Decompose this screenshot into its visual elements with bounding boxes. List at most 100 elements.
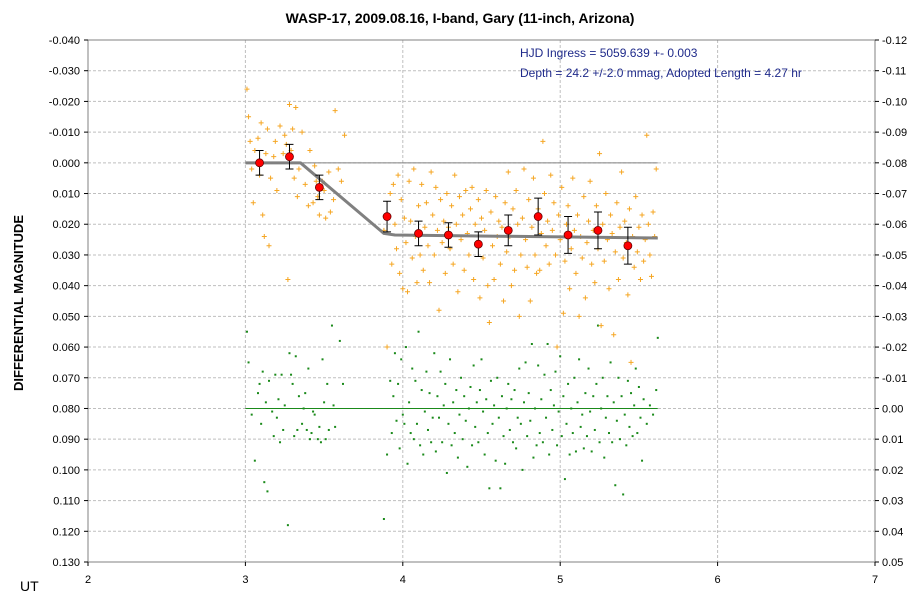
check-point [463, 395, 466, 398]
check-point [393, 352, 396, 355]
check-point [530, 342, 533, 345]
target-point [541, 191, 547, 197]
check-point [589, 410, 592, 413]
y-axis-label: DIFFERENTIAL MAGNITUDE [11, 215, 26, 391]
check-point [283, 404, 286, 407]
check-point [472, 364, 475, 367]
target-point [458, 237, 464, 243]
y-left-tick-label: 0.130 [52, 557, 80, 569]
y-right-tick-label: -0.03 [882, 311, 907, 323]
binned-point [314, 182, 324, 192]
check-point [504, 462, 507, 465]
y-right-tick-label: 0.01 [882, 434, 903, 446]
target-point [463, 187, 469, 193]
check-point [526, 435, 529, 438]
check-point [419, 444, 422, 447]
check-point [652, 413, 655, 416]
check-point [321, 358, 324, 361]
check-point [253, 459, 256, 462]
check-point [557, 410, 560, 413]
check-point [445, 471, 448, 474]
x-axis: 2 3 4 5 6 7 [85, 562, 878, 586]
target-point [521, 166, 527, 172]
y-left-tick-label: -0.030 [49, 66, 80, 78]
target-point [400, 286, 406, 292]
binned-point [593, 225, 603, 235]
annotation-depth: Depth = 24.2 +/-2.0 mmag, Adopted Length… [520, 66, 802, 80]
target-point [392, 221, 398, 227]
check-point [390, 432, 393, 435]
check-point [280, 373, 283, 376]
check-point [430, 441, 433, 444]
check-point [522, 401, 525, 404]
check-point [601, 376, 604, 379]
target-point [601, 258, 607, 264]
target-point [628, 359, 634, 365]
check-point [382, 518, 385, 521]
check-point [633, 404, 636, 407]
check-point [327, 428, 330, 431]
y-right-tick-label: -0.07 [882, 189, 907, 201]
check-point [415, 422, 418, 425]
target-point [527, 298, 533, 304]
target-point [562, 258, 568, 264]
check-point [263, 481, 266, 484]
check-point [596, 324, 599, 327]
check-point [562, 395, 565, 398]
target-point [552, 252, 558, 258]
target-point [316, 212, 322, 218]
target-point [467, 206, 473, 212]
target-point [505, 169, 511, 175]
target-point [598, 323, 604, 329]
check-point [403, 422, 406, 425]
check-point [271, 410, 274, 413]
y-right-tick-label: 0.03 [882, 496, 903, 508]
check-point [277, 398, 280, 401]
check-point [592, 395, 595, 398]
target-point [282, 132, 288, 138]
target-point [305, 203, 311, 209]
check-point [455, 389, 458, 392]
target-point [268, 175, 274, 181]
check-point [260, 422, 263, 425]
check-point [541, 441, 544, 444]
target-point [626, 206, 632, 212]
target-point [546, 261, 552, 267]
check-point [478, 389, 481, 392]
target-point [648, 273, 654, 279]
target-point [653, 166, 659, 172]
check-point [480, 358, 483, 361]
check-point [510, 398, 513, 401]
check-point [291, 382, 294, 385]
target-point [565, 203, 571, 209]
check-point [338, 339, 341, 342]
target-point [277, 123, 283, 129]
check-point [507, 382, 510, 385]
target-point [302, 181, 308, 187]
target-point [414, 280, 420, 286]
target-point [530, 175, 536, 181]
check-point [538, 432, 541, 435]
check-point [438, 416, 441, 419]
y-left-tick-label: 0.110 [53, 496, 80, 508]
target-point [639, 212, 645, 218]
target-point [576, 313, 582, 319]
target-point [636, 224, 642, 230]
target-point [614, 200, 620, 206]
plot-frame [87, 39, 876, 563]
check-point [431, 416, 434, 419]
y-left-tick-label: 0.070 [52, 373, 80, 385]
y-left-tick-label: 0.080 [52, 403, 80, 415]
target-point [434, 227, 440, 233]
target-point [444, 191, 450, 197]
target-point [573, 270, 579, 276]
y-left-tick-label: 0.120 [52, 526, 80, 538]
check-point [636, 432, 639, 435]
target-point [493, 194, 499, 200]
binned-point [444, 230, 453, 240]
check-point [400, 358, 403, 361]
target-point [286, 101, 292, 107]
binned-point [414, 229, 423, 238]
check-point [534, 407, 537, 410]
check-point [441, 441, 444, 444]
